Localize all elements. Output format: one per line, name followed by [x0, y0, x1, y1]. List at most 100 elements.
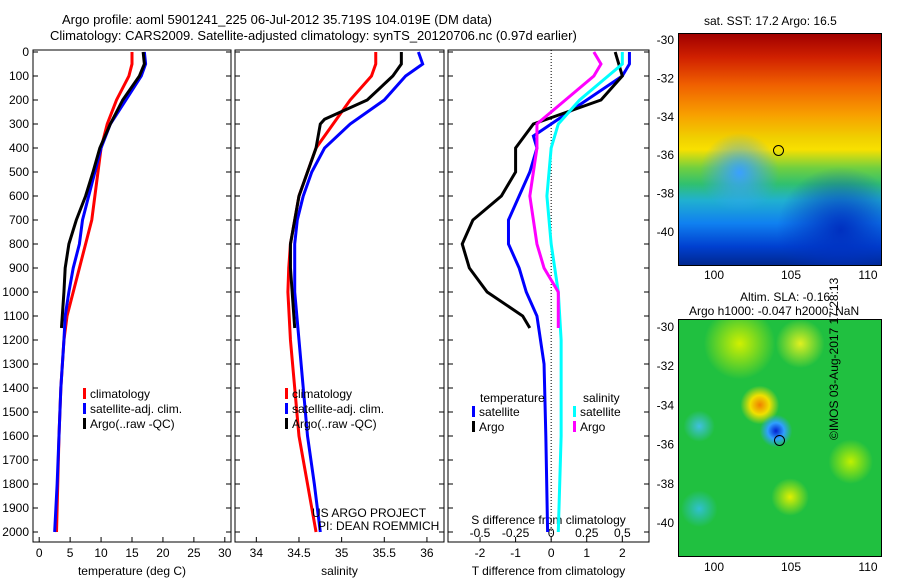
lat-tick-label: -38: [657, 477, 675, 491]
lat-tick-label: -40: [657, 225, 675, 239]
legend-swatch: [472, 406, 475, 417]
legend-swatch: [83, 403, 86, 414]
legend-label: satellite: [479, 405, 520, 419]
series-line-argo-raw-qc-: [59, 51, 146, 329]
y-tick-label: 2000: [2, 525, 29, 539]
legend-swatch: [285, 403, 288, 414]
sla-map: [678, 319, 882, 557]
legend-swatch: [285, 388, 288, 399]
y-tick-label: 900: [9, 261, 29, 275]
series-line-t-satellite: [506, 52, 631, 533]
s-tick-label: 0.25: [575, 526, 599, 540]
legend-swatch: [472, 421, 475, 432]
x-tick-label: 35: [335, 546, 349, 560]
x-tick-label: 34: [250, 546, 264, 560]
title-line-1: Argo profile: aoml 5901241_225 06-Jul-20…: [62, 12, 493, 27]
legend-label: Argo(..raw -QC): [292, 417, 377, 431]
lon-tick-label: 105: [781, 268, 801, 282]
legend-swatch: [83, 418, 86, 429]
title-line-2: Climatology: CARS2009. Satellite-adjuste…: [50, 28, 577, 43]
panel-3-frame: [447, 49, 650, 543]
lat-tick-label: -38: [657, 187, 675, 201]
y-tick-label: 600: [9, 189, 29, 203]
x-tick-label: -2: [475, 546, 486, 560]
lon-tick-label: 100: [704, 268, 724, 282]
lat-tick-label: -32: [657, 71, 675, 85]
legend-swatch: [573, 421, 576, 432]
y-tick-label: 100: [9, 69, 29, 83]
legend-label: climatology: [292, 387, 352, 401]
y-tick-label: 1600: [2, 429, 29, 443]
y-tick-label: 200: [9, 93, 29, 107]
x-tick-label: 5: [67, 546, 74, 560]
lat-tick-label: -32: [657, 359, 675, 373]
y-tick-label: 1000: [2, 285, 29, 299]
x-axis-label: T difference from climatology: [472, 564, 626, 578]
series-line-satellite-adj-clim-: [293, 51, 425, 533]
y-tick-label: 1200: [2, 333, 29, 347]
series-line-t-argo: [460, 51, 624, 329]
y-tick-label: 500: [9, 165, 29, 179]
x-tick-label: 36: [420, 546, 434, 560]
argo-location-marker: [773, 145, 784, 156]
legend-label: Argo(..raw -QC): [90, 417, 175, 431]
sst-map: [678, 33, 882, 266]
x-tick-label: 0: [548, 546, 555, 560]
y-tick-label: 0: [22, 45, 29, 59]
legend-label: Argo: [580, 420, 606, 434]
legend-label: satellite-adj. clim.: [90, 402, 182, 416]
map1-title: sat. SST: 17.2 Argo: 16.5: [704, 14, 837, 28]
x-tick-label: 10: [94, 546, 108, 560]
lat-tick-label: -40: [657, 516, 675, 530]
legend-label: Argo: [479, 420, 505, 434]
y-tick-label: 1100: [3, 309, 29, 323]
y-tick-label: 1800: [2, 477, 29, 491]
y-tick-label: 1700: [2, 453, 29, 467]
series-line-satellite-adj-clim-: [53, 51, 148, 533]
series-line-s-satellite: [545, 52, 624, 533]
lat-tick-label: -36: [657, 148, 675, 162]
lon-tick-label: 110: [858, 268, 877, 282]
map2-title-2: Argo h1000: -0.047 h2000: NaN: [689, 304, 860, 318]
y-tick-label: 1900: [2, 501, 29, 515]
y-tick-label: 800: [9, 237, 29, 251]
s-tick-label: -0.5: [470, 526, 491, 540]
y-tick-label: 1300: [2, 357, 29, 371]
series-line-s-argo: [528, 51, 603, 328]
credit-label: ©IMOS 03-Aug-2017 17:28:13: [827, 277, 841, 440]
legend-swatch: [83, 388, 86, 399]
x-tick-label: 25: [187, 546, 201, 560]
panel-2-frame: [234, 49, 445, 543]
y-tick-label: 400: [9, 141, 29, 155]
legend-label: climatology: [90, 387, 150, 401]
x-tick-label: 2: [619, 546, 626, 560]
lat-tick-label: -34: [657, 398, 675, 412]
x-axis-label: salinity: [321, 564, 358, 578]
x-axis-label: temperature (deg C): [78, 564, 186, 578]
lon-tick-label: 105: [781, 560, 801, 574]
x-tick-label: 0: [36, 546, 43, 560]
series-line-climatology: [286, 52, 378, 533]
lon-tick-label: 110: [858, 560, 877, 574]
x-tick-label: 15: [125, 546, 139, 560]
lat-tick-label: -30: [657, 320, 675, 334]
x-tick-label: -1: [510, 546, 521, 560]
s-tick-label: 0: [548, 526, 555, 540]
series-line-argo-raw-qc-: [288, 52, 403, 329]
legend-label: satellite: [580, 405, 621, 419]
lat-tick-label: -34: [657, 110, 675, 124]
legend-swatch: [573, 406, 576, 417]
s-tick-label: -0.25: [502, 526, 530, 540]
x-tick-label: 34.5: [287, 546, 311, 560]
argo-location-marker: [774, 435, 785, 446]
y-tick-label: 700: [9, 213, 29, 227]
legend-heading: salinity: [583, 391, 620, 405]
legend-heading: temperature: [480, 391, 545, 405]
lat-tick-label: -36: [657, 438, 675, 452]
pi-label: PI: DEAN ROEMMICH: [318, 519, 440, 533]
lat-tick-label: -30: [657, 33, 675, 47]
lon-tick-label: 100: [704, 560, 724, 574]
legend-swatch: [285, 418, 288, 429]
y-tick-label: 300: [9, 117, 29, 131]
